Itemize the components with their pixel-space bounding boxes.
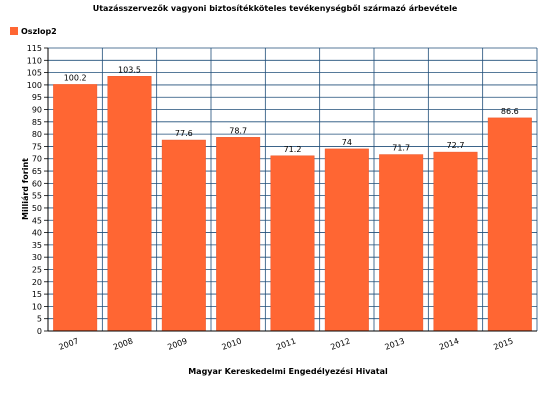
- bar-2008: [107, 76, 152, 332]
- y-tick-label: 10: [32, 302, 42, 311]
- x-tick-label-2007: 2007: [58, 336, 80, 351]
- y-tick-label: 100: [27, 81, 42, 90]
- x-tick-label-2008: 2008: [112, 336, 134, 351]
- y-tick-label: 60: [32, 179, 42, 188]
- data-label-2009: 77.6: [175, 129, 193, 138]
- y-tick-label: 75: [32, 142, 42, 151]
- y-tick-label: 115: [27, 44, 42, 53]
- y-axis-title: Milliárd forint: [21, 158, 30, 220]
- data-label-2012: 74: [342, 138, 352, 147]
- data-label-2007: 100.2: [64, 73, 87, 82]
- data-label-2015: 86.6: [501, 107, 519, 116]
- data-label-2008: 103.5: [118, 65, 141, 74]
- y-tick-label: 20: [32, 278, 42, 287]
- y-tick-label: 5: [37, 315, 42, 324]
- legend: Oszlop2: [10, 27, 57, 36]
- bar-2011: [270, 155, 315, 332]
- data-label-2014: 72.7: [447, 141, 465, 150]
- y-tick-label: 35: [32, 241, 42, 250]
- y-tick-label: 40: [32, 229, 42, 238]
- x-tick-label-2015: 2015: [492, 336, 514, 351]
- y-tick-label: 65: [32, 167, 42, 176]
- bar-2010: [216, 137, 261, 332]
- legend-label: Oszlop2: [21, 27, 57, 36]
- x-tick-label-2010: 2010: [221, 336, 243, 351]
- bar-2013: [379, 154, 424, 332]
- bar-2012: [324, 148, 369, 332]
- y-tick-label: 15: [32, 290, 42, 299]
- y-tick-label: 45: [32, 216, 42, 225]
- y-tick-label: 105: [27, 69, 42, 78]
- bar-2014: [433, 151, 478, 332]
- legend-swatch: [10, 27, 18, 35]
- x-tick-label-2012: 2012: [329, 336, 351, 351]
- y-tick-label: 0: [37, 327, 42, 336]
- data-label-2013: 71.7: [392, 144, 410, 153]
- data-label-2010: 78.7: [229, 126, 247, 135]
- y-tick-label: 70: [32, 155, 42, 164]
- chart-title: Utazásszervezők vagyoni biztosítékkötele…: [93, 3, 458, 13]
- y-tick-label: 25: [32, 265, 42, 274]
- y-tick-label: 110: [27, 56, 42, 65]
- data-label-2011: 71.2: [284, 145, 302, 154]
- y-tick-label: 90: [32, 106, 42, 115]
- y-tick-label: 95: [32, 93, 42, 102]
- x-axis-title: Magyar Kereskedelmi Engedélyezési Hivata…: [188, 366, 388, 376]
- y-tick-label: 80: [32, 130, 42, 139]
- bar-2015: [487, 117, 532, 332]
- x-tick-label-2014: 2014: [438, 336, 460, 351]
- plot-area: 0 5 10 15 20 25 30 35 40 45 50 55 60 65 70 75 80 85 90 95 10…: [27, 44, 538, 352]
- x-tick-label-2011: 2011: [275, 336, 297, 351]
- bar-2009: [161, 139, 206, 332]
- y-tick-label: 85: [32, 118, 42, 127]
- x-tick-label-2013: 2013: [384, 336, 406, 351]
- y-tick-label: 55: [32, 192, 42, 201]
- x-tick-label-2009: 2009: [166, 336, 188, 351]
- y-tick-label: 30: [32, 253, 42, 262]
- bar-2007: [53, 84, 98, 332]
- y-tick-label: 50: [32, 204, 42, 213]
